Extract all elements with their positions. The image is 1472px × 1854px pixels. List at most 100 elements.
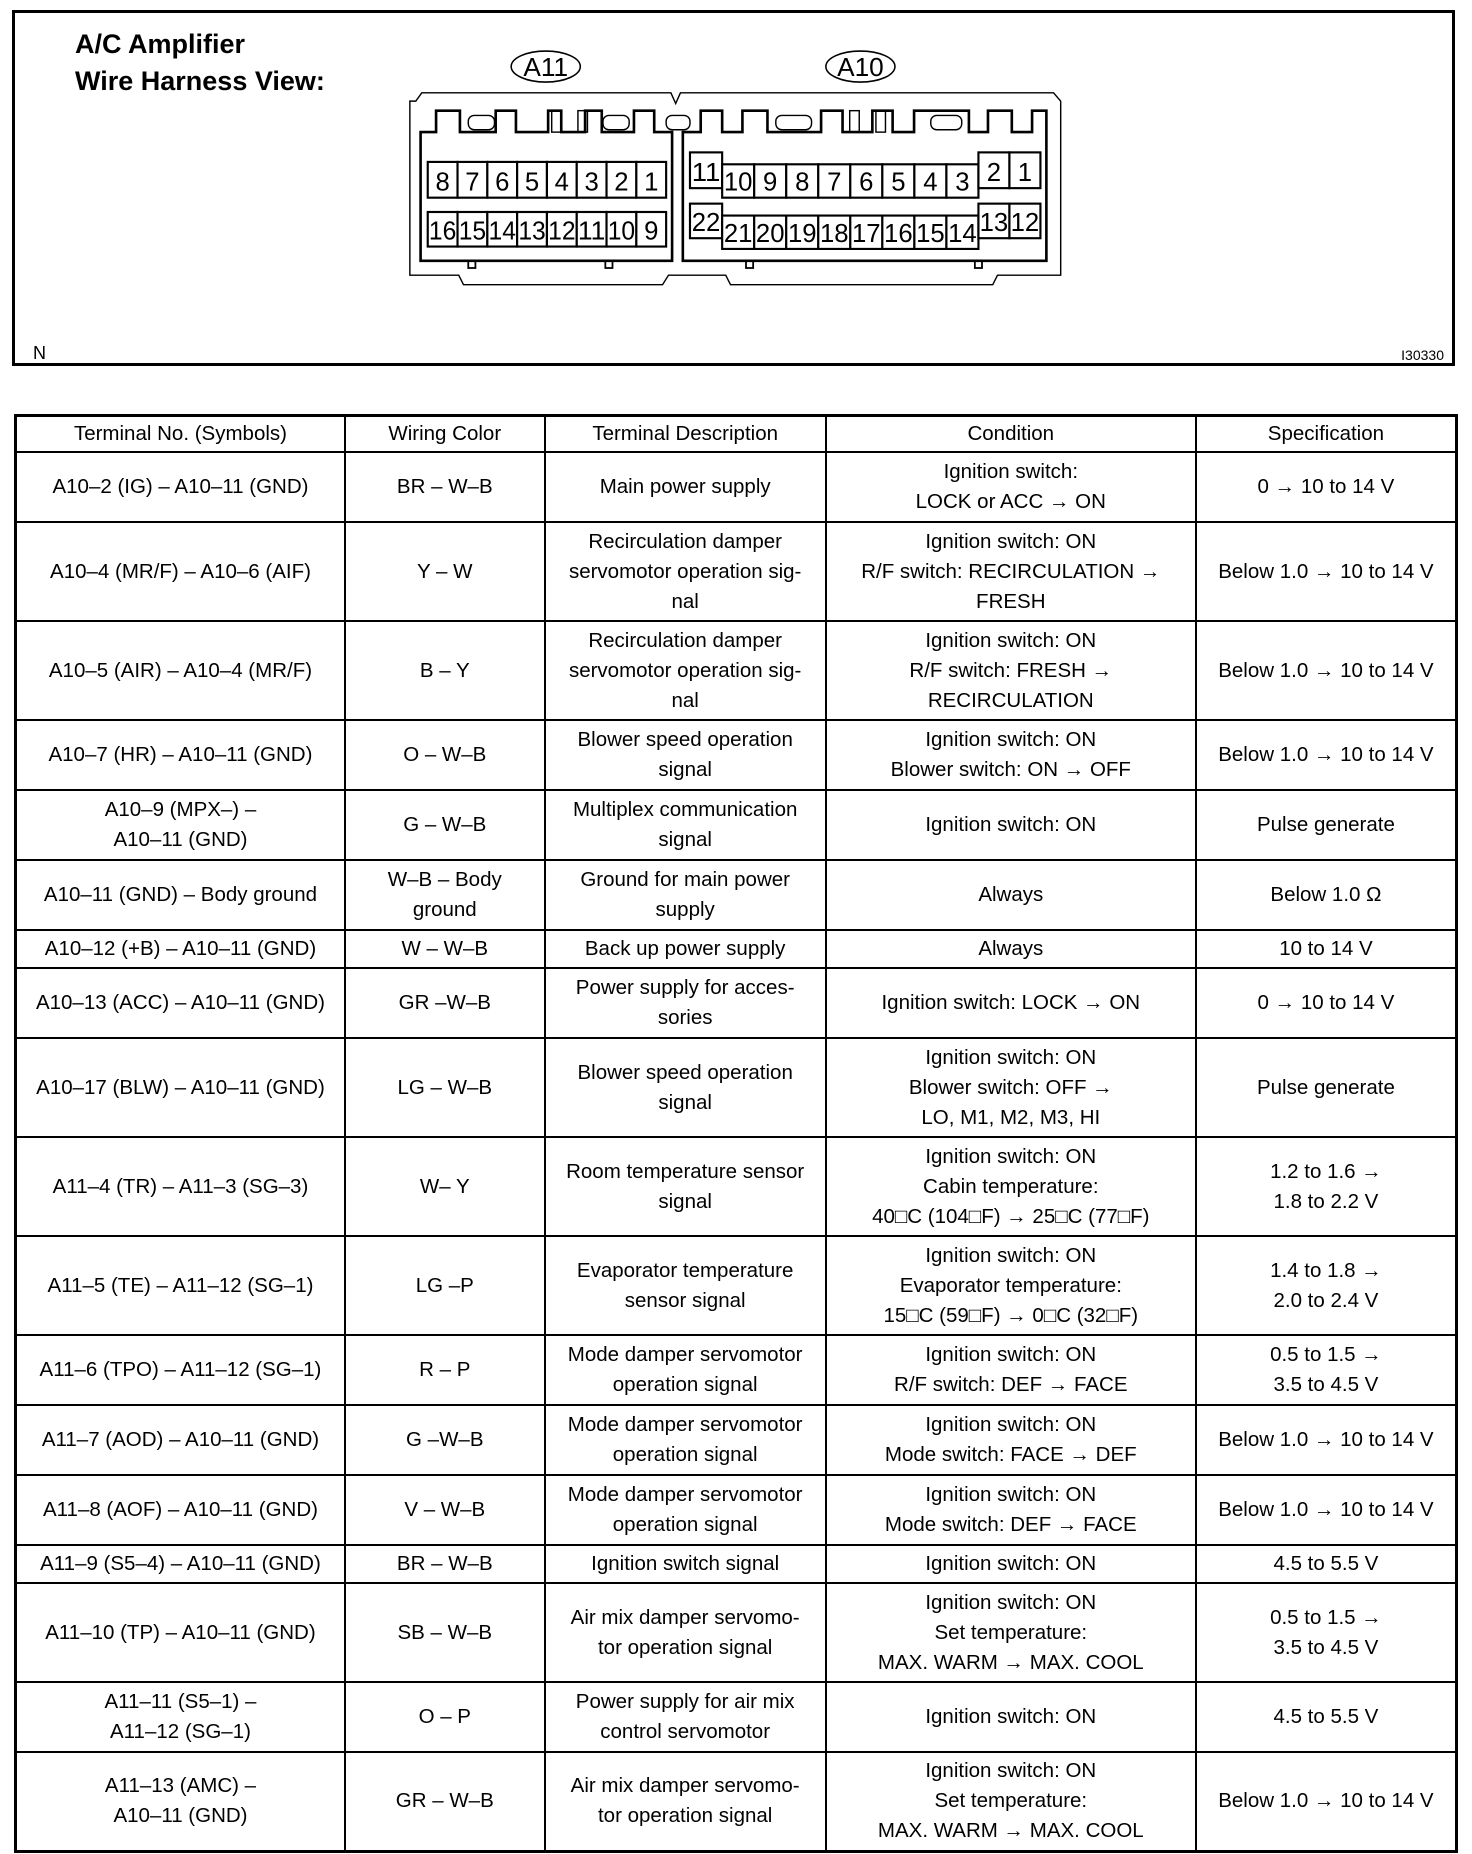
wiring-color-cell: BR – W–B (343, 1544, 546, 1584)
terminal-number: 10 (724, 167, 753, 197)
condition-cell: Ignition switch: LOCK or ACC → ON (824, 451, 1197, 523)
terminal-pin (849, 214, 884, 251)
specification-cell: 10 to 14 V (1194, 929, 1458, 969)
terminal-number: 3 (584, 167, 598, 197)
table-row: A10–2 (IG) – A10–11 (GND) BR – W–B Main po… (14, 451, 1458, 523)
specification-cell: 0 → 10 to 14 V (1194, 967, 1458, 1039)
terminal-number: 20 (756, 218, 785, 248)
wiring-color-cell: O – W–B (343, 719, 546, 791)
terminal-pin (605, 160, 638, 199)
table-row: A10–9 (MPX–) – A10–11 (GND) G – W–B Multip… (14, 789, 1458, 861)
description-cell: Ignition switch signal (543, 1544, 827, 1584)
latch-slot (665, 114, 691, 131)
wiring-color-cell: V – W–B (343, 1474, 546, 1546)
terminal-number: 14 (948, 218, 977, 248)
table-row: A11–5 (TE) – A11–12 (SG–1) LG –P Evaporato… (14, 1235, 1458, 1336)
terminal-pin (545, 210, 578, 248)
table-row: A10–12 (+B) – A10–11 (GND) W – W–B Back up… (14, 929, 1458, 969)
specification-cell: 0 → 10 to 14 V (1194, 451, 1458, 523)
terminal-cell: A10–11 (GND) – Body ground (14, 859, 346, 931)
terminal-number: 15 (459, 215, 486, 245)
terminal-cell: A10–2 (IG) – A10–11 (GND) (14, 451, 346, 523)
description-cell: Multiplex communication signal (543, 789, 827, 861)
terminal-number: 15 (916, 218, 945, 248)
condition-cell: Ignition switch: ON (824, 1544, 1197, 1584)
terminal-cell: A11–8 (AOF) – A10–11 (GND) (14, 1474, 346, 1546)
specification-cell: Below 1.0 → 10 to 14 V (1194, 1751, 1458, 1852)
wiring-color-cell: LG –P (343, 1235, 546, 1336)
description-cell: Mode damper servomotor operation signal (543, 1334, 827, 1406)
terminal-number: 5 (891, 167, 905, 197)
terminal-pin (1008, 202, 1042, 240)
table-row: A10–17 (BLW) – A10–11 (GND) LG – W–B Blowe… (14, 1037, 1458, 1138)
latch-slot (467, 114, 496, 131)
connector-housing (409, 92, 1062, 286)
terminal-number: 12 (548, 215, 575, 245)
wiring-color-cell: W – W–B (343, 929, 546, 969)
description-cell: Power supply for acces- sories (543, 967, 827, 1039)
terminal-cell: A10–17 (BLW) – A10–11 (GND) (14, 1037, 346, 1138)
table-row: A10–4 (MR/F) – A10–6 (AIF) Y – W Recircula… (14, 521, 1458, 622)
terminal-number: 19 (788, 218, 817, 248)
description-cell: Power supply for air mix control servomo… (543, 1681, 827, 1753)
terminal-pin (635, 210, 668, 248)
description-cell: Evaporator temperature sensor signal (543, 1235, 827, 1336)
terminal-cell: A11–9 (S5–4) – A10–11 (GND) (14, 1544, 346, 1584)
terminal-pin (785, 214, 820, 251)
terminal-pin (688, 151, 724, 190)
condition-cell: Always (824, 859, 1197, 931)
wiring-color-cell: R – P (343, 1334, 546, 1406)
specification-cell: 0.5 to 1.5 → 3.5 to 4.5 V (1194, 1334, 1458, 1406)
column-header: Terminal Description (543, 414, 827, 453)
table-row: A11–11 (S5–1) – A11–12 (SG–1) O – P Power … (14, 1681, 1458, 1753)
terminal-number: 16 (429, 215, 456, 245)
condition-cell: Ignition switch: ON R/F switch: RECIRCUL… (824, 521, 1197, 622)
table-row: A11–8 (AOF) – A10–11 (GND) V – W–B Mode da… (14, 1474, 1458, 1546)
latch-slot (602, 114, 630, 131)
terminal-number: 12 (1011, 207, 1040, 237)
wiring-color-cell: W–B – Body ground (343, 859, 546, 931)
terminal-number: 2 (614, 167, 628, 197)
terminal-number: 21 (724, 218, 753, 248)
terminal-cell: A10–13 (ACC) – A10–11 (GND) (14, 967, 346, 1039)
lock-tab (550, 109, 562, 133)
terminal-cell: A11–11 (S5–1) – A11–12 (SG–1) (14, 1681, 346, 1753)
terminal-cell: A10–5 (AIR) – A10–4 (MR/F) (14, 620, 346, 721)
wiring-color-cell: Y – W (343, 521, 546, 622)
condition-cell: Ignition switch: ON Cabin temperature: 4… (824, 1136, 1197, 1237)
terminal-pin (881, 214, 916, 251)
specification-cell: Below 1.0 → 10 to 14 V (1194, 719, 1458, 791)
condition-cell: Ignition switch: ON Blower switch: ON → … (824, 719, 1197, 791)
table-row: A11–13 (AMC) – A10–11 (GND) GR – W–B Air m… (14, 1751, 1458, 1852)
condition-cell: Ignition switch: ON R/F switch: FRESH → … (824, 620, 1197, 721)
specification-cell: Pulse generate (1194, 1037, 1458, 1138)
terminal-pin (945, 214, 980, 251)
terminal-number: 1 (1018, 157, 1032, 187)
description-cell: Mode damper servomotor operation signal (543, 1404, 827, 1476)
terminal-number: 9 (763, 167, 777, 197)
description-cell: Recirculation damper servomotor operatio… (543, 620, 827, 721)
terminal-number: 13 (980, 207, 1009, 237)
terminal-number: 22 (692, 207, 721, 237)
condition-cell: Ignition switch: ON (824, 789, 1197, 861)
condition-cell: Always (824, 929, 1197, 969)
terminal-cell: A10–7 (HR) – A10–11 (GND) (14, 719, 346, 791)
latch-slot (930, 114, 963, 131)
connector-label: A10 (837, 52, 884, 82)
terminal-cell: A10–12 (+B) – A10–11 (GND) (14, 929, 346, 969)
specification-cell: Below 1.0 → 10 to 14 V (1194, 1404, 1458, 1476)
terminal-pin (516, 210, 549, 248)
terminal-number: 9 (644, 215, 658, 245)
diagram-title: A/C Amplifier (75, 29, 246, 59)
terminal-cell: A10–9 (MPX–) – A10–11 (GND) (14, 789, 346, 861)
diagram-subtitle: Wire Harness View: (75, 66, 325, 96)
description-cell: Blower speed operation signal (543, 719, 827, 791)
column-header: Wiring Color (343, 414, 546, 453)
terminal-cell: A11–7 (AOD) – A10–11 (GND) (14, 1404, 346, 1476)
terminal-pin (977, 151, 1011, 190)
lock-tab (875, 109, 887, 133)
terminal-pin (945, 163, 980, 199)
description-cell: Air mix damper servomo- tor operation si… (543, 1582, 827, 1683)
terminal-pin (1008, 151, 1042, 190)
